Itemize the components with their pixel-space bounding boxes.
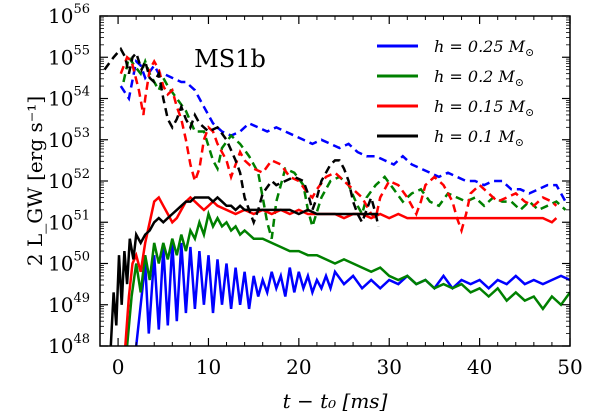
- y-tick-label: 1052: [48, 167, 90, 193]
- series-1-solid-line: [125, 209, 570, 346]
- legend: h = 0.25 M⊙ h = 0.2 M⊙ h = 0.15 M⊙ h = 0.1 …: [377, 37, 534, 149]
- chart-title: MS1b: [194, 45, 266, 73]
- plot-frame: [99, 15, 571, 347]
- y-tick-label: 1055: [48, 43, 90, 69]
- x-tick-label: 50: [557, 355, 582, 379]
- series-0-solid-line: [134, 242, 570, 346]
- x-tick-label: 30: [377, 355, 402, 379]
- ticks-layer: 0 10 20 30 40 50 1048 1049 1050 1051 1052 1053 1054 1…: [48, 2, 583, 379]
- y-tick-label: 1049: [48, 291, 90, 317]
- y-tick-label: 1048: [48, 332, 90, 358]
- series-3-solid-line: [109, 195, 379, 346]
- legend-label-1: h = 0.2 M⊙: [434, 67, 524, 89]
- series-1-dashed-line: [122, 54, 567, 240]
- series-layer: [103, 46, 570, 346]
- y-tick-label: 1051: [48, 208, 90, 234]
- y-axis-label: 2 L_GW [erg s⁻¹]: [23, 96, 47, 266]
- series-2-dashed-line: [119, 55, 558, 235]
- x-tick-label: 20: [286, 355, 311, 379]
- series-0-dashed-line: [119, 58, 567, 203]
- y-tick-label: 1050: [48, 250, 90, 276]
- y-tick-label: 1053: [48, 126, 90, 152]
- x-axis-label: t − t₀ [ms]: [283, 389, 388, 413]
- legend-label-0: h = 0.25 M⊙: [434, 37, 534, 59]
- legend-label-2: h = 0.15 M⊙: [434, 97, 534, 119]
- series-3-dashed-line: [103, 46, 380, 227]
- x-tick-label: 10: [196, 355, 221, 379]
- y-tick-label: 1054: [48, 85, 90, 111]
- y-tick-label: 1056: [48, 2, 90, 28]
- x-tick-label: 40: [467, 355, 492, 379]
- x-tick-label: 0: [112, 355, 125, 379]
- legend-label-3: h = 0.1 M⊙: [434, 127, 524, 149]
